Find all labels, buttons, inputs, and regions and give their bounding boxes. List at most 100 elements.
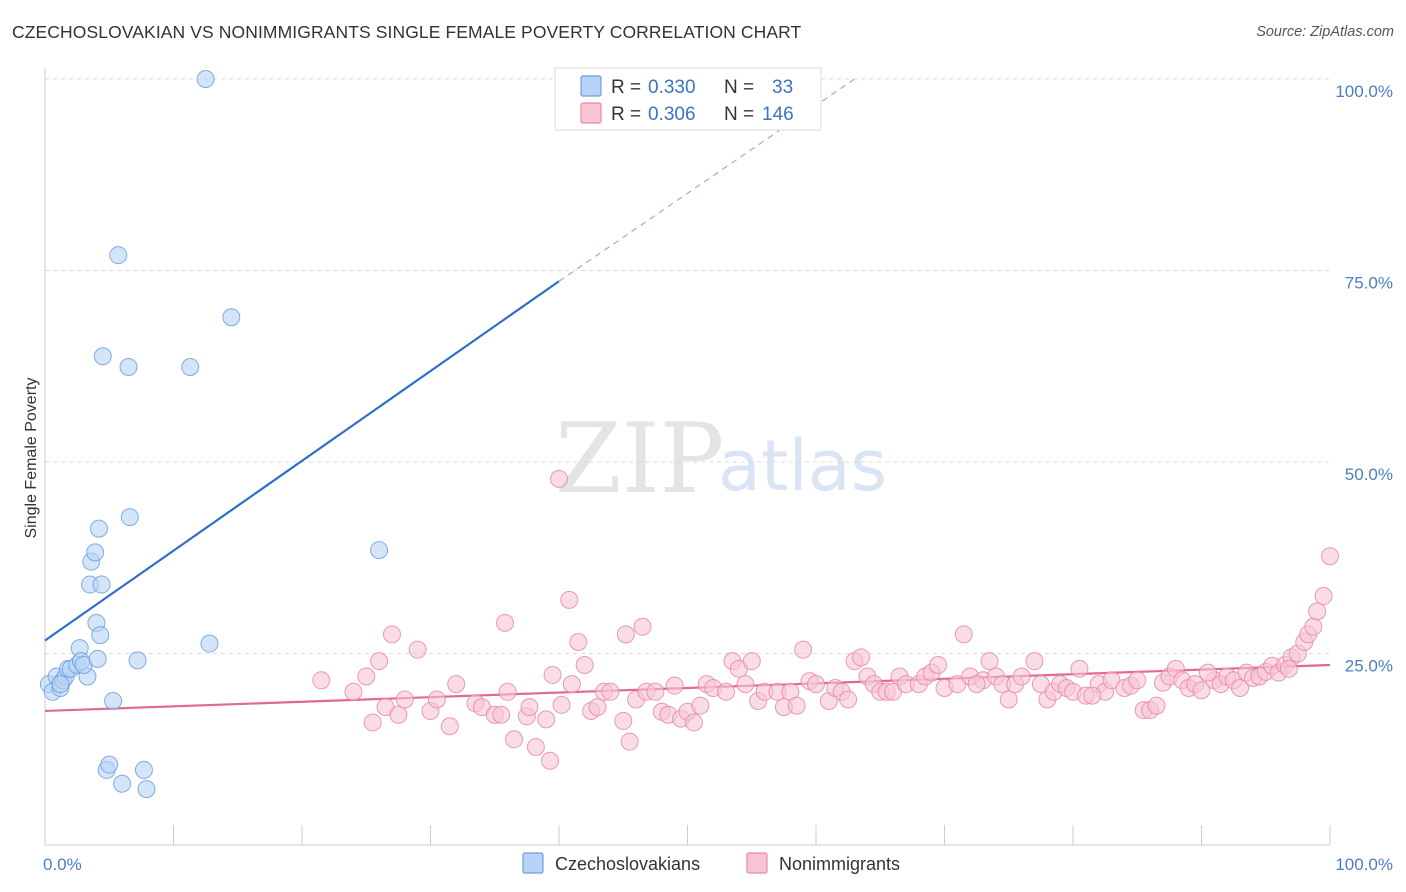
chart-title: CZECHOSLOVAKIAN VS NONIMMIGRANTS SINGLE … [12,22,802,42]
legend-n-value-1: 33 [772,77,793,98]
bottom-legend-swatch-czechoslovakians [522,852,544,874]
legend-swatch-czechoslovakians [580,75,602,97]
point-nonimmigrants-137 [1308,602,1327,621]
point-nonimmigrants-29 [560,590,579,609]
point-nonimmigrants-32 [575,655,594,674]
source-credit: Source: ZipAtlas.com [1256,24,1394,40]
point-nonimmigrants-25 [541,751,560,770]
point-czechoslovakians-31 [196,70,215,88]
trend-lines [44,78,1331,713]
legend-swatch-nonimmigrants [580,102,602,124]
point-nonimmigrants-2 [357,667,376,686]
point-nonimmigrants-94 [1012,667,1031,686]
point-nonimmigrants-31 [569,633,588,652]
legend-bottom: Czechoslovakians Nonimmigrants [522,852,900,874]
point-nonimmigrants-83 [929,655,948,674]
point-czechoslovakians-18 [86,543,105,562]
legend-n-value-2: 146 [762,104,794,125]
point-nonimmigrants-3 [363,713,382,732]
point-nonimmigrants-86 [954,625,973,644]
point-czechoslovakians-29 [200,634,219,653]
y-tick-label-100: 100.0% [1335,82,1393,101]
point-nonimmigrants-18 [496,613,515,632]
point-nonimmigrants-19 [498,682,517,701]
legend-r-label-1: R = [611,77,641,98]
point-nonimmigrants-119 [1192,681,1211,700]
point-nonimmigrants-20 [505,730,524,749]
point-czechoslovakians-30 [222,308,241,327]
point-nonimmigrants-63 [787,696,806,715]
point-nonimmigrants-9 [408,640,427,659]
point-nonimmigrants-34 [588,698,607,717]
point-nonimmigrants-124 [1231,678,1250,697]
point-nonimmigrants-41 [633,617,652,636]
gridlines [45,78,1330,654]
point-nonimmigrants-23 [526,737,545,756]
point-nonimmigrants-49 [684,713,703,732]
bottom-legend-nonimmigrants: Nonimmigrants [779,854,900,874]
legend-n-label-1: N = [724,77,754,98]
point-nonimmigrants-11 [427,690,446,709]
point-nonimmigrants-12 [440,717,459,736]
point-nonimmigrants-39 [620,732,639,751]
point-nonimmigrants-70 [839,690,858,709]
point-nonimmigrants-17 [492,705,511,724]
point-nonimmigrants-13 [447,675,466,694]
point-czechoslovakians-23 [93,347,112,366]
point-nonimmigrants-72 [851,648,870,667]
point-nonimmigrants-109 [1128,671,1147,690]
point-nonimmigrants-26 [543,665,562,684]
point-czechoslovakians-7 [51,675,70,694]
point-nonimmigrants-140 [1279,659,1298,678]
point-czechoslovakians-28 [181,358,200,377]
point-nonimmigrants-139 [1321,547,1339,566]
point-nonimmigrants-37 [614,711,633,730]
legend-r-value-2: 0.306 [648,104,696,125]
legend-n-label-2: N = [724,104,754,125]
point-nonimmigrants-138 [1314,587,1333,606]
point-czechoslovakians-22 [104,691,123,710]
point-czechoslovakians-20 [89,519,108,538]
point-czechoslovakians-25 [119,358,138,377]
point-nonimmigrants-4 [370,652,389,671]
point-nonimmigrants-6 [382,625,401,644]
point-nonimmigrants-7 [389,705,408,724]
x-tick-label-0: 0.0% [43,855,82,874]
point-czechoslovakians-34 [100,755,119,774]
point-czechoslovakians-19 [88,649,107,668]
point-czechoslovakians-24 [109,246,128,265]
point-nonimmigrants-89 [980,652,999,671]
point-nonimmigrants-27 [550,469,568,488]
point-nonimmigrants-0 [312,671,331,690]
point-nonimmigrants-92 [999,690,1018,709]
point-nonimmigrants-56 [736,675,755,694]
point-czechoslovakians-26 [120,508,139,527]
point-nonimmigrants-24 [537,710,556,729]
point-nonimmigrants-141 [1198,663,1217,682]
point-nonimmigrants-136 [1304,617,1323,636]
point-nonimmigrants-38 [616,625,635,644]
point-nonimmigrants-1 [344,682,363,701]
legend-r-label-2: R = [611,104,641,125]
axes: 25.0% 50.0% 75.0% 100.0% 0.0% 100.0% [43,68,1393,874]
point-nonimmigrants-30 [562,675,581,694]
bottom-legend-czechoslovakians: Czechoslovakians [555,854,700,874]
point-nonimmigrants-43 [646,682,665,701]
point-czechoslovakians-15 [92,575,111,594]
legend-r-value-1: 0.330 [648,77,696,98]
y-axis-label: Single Female Poverty [23,378,40,539]
point-nonimmigrants-143 [967,675,986,694]
y-tick-label-25: 25.0% [1345,657,1393,676]
point-nonimmigrants-102 [1070,659,1089,678]
point-nonimmigrants-8 [395,690,414,709]
point-czechoslovakians-37 [137,780,156,799]
point-nonimmigrants-36 [601,682,620,701]
point-czechoslovakians-36 [134,760,153,779]
watermark-zip: ZIP [555,403,724,515]
y-tick-label-50: 50.0% [1345,465,1393,484]
watermark-atlas: atlas [718,425,887,507]
point-nonimmigrants-28 [552,695,571,714]
point-czechoslovakians-35 [113,774,132,793]
point-nonimmigrants-46 [665,676,684,695]
